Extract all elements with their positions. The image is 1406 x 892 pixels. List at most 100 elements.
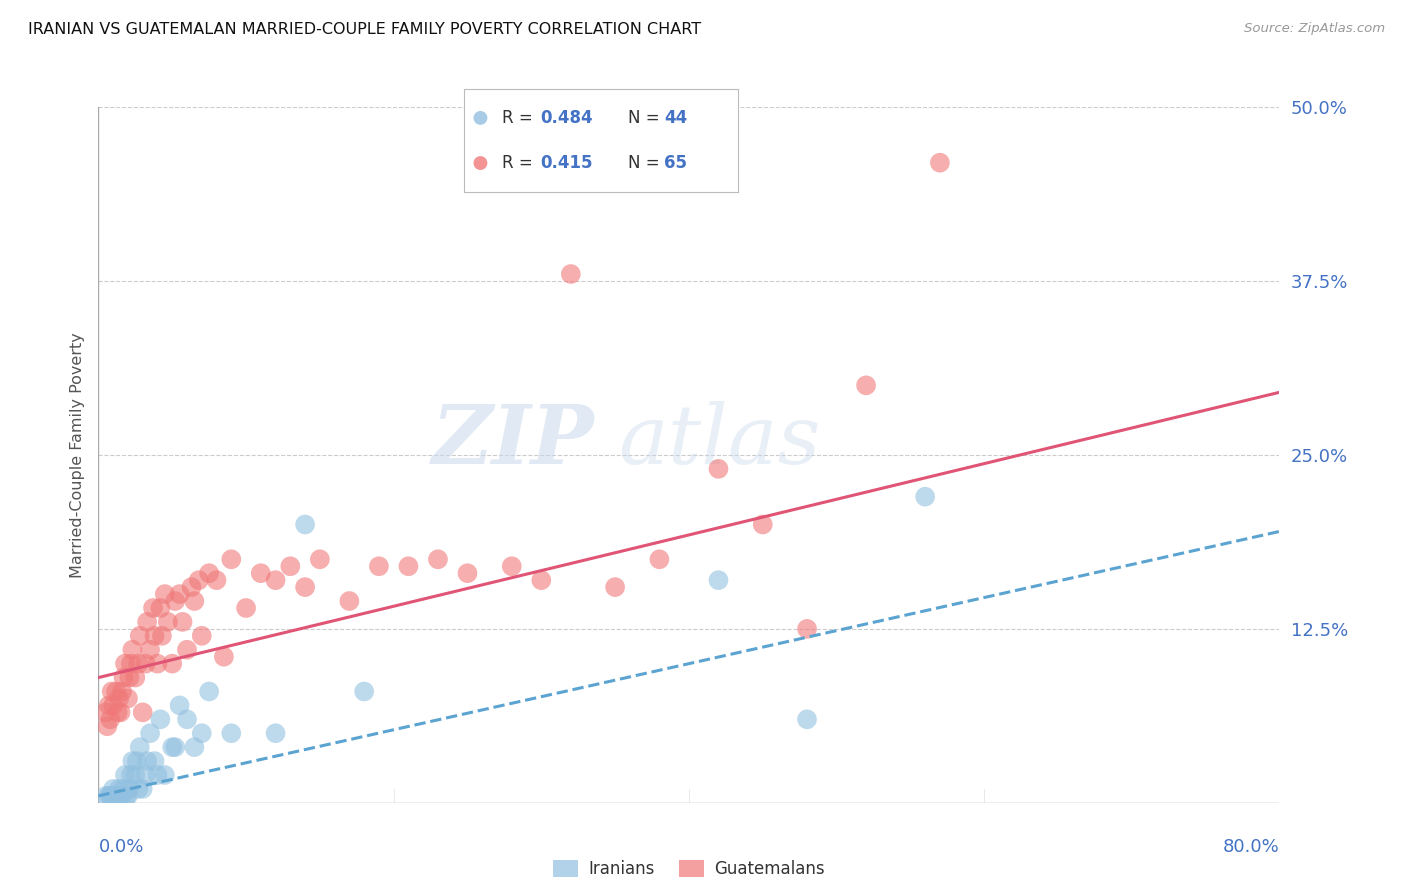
Point	[180, 580, 202, 594]
Point	[470, 111, 492, 125]
Point	[112, 781, 135, 796]
Point	[928, 155, 950, 169]
Point	[198, 684, 221, 698]
Point	[605, 580, 627, 594]
Point	[100, 684, 122, 698]
Point	[456, 566, 478, 581]
Legend: Iranians, Guatemalans: Iranians, Guatemalans	[547, 854, 831, 885]
Point	[94, 706, 117, 720]
Point	[470, 156, 492, 170]
Point	[118, 671, 141, 685]
Point	[103, 781, 125, 796]
Point	[219, 552, 242, 566]
Point	[127, 781, 149, 796]
Point	[648, 552, 671, 566]
Y-axis label: Married-Couple Family Poverty: Married-Couple Family Poverty	[69, 332, 84, 578]
Point	[796, 712, 818, 726]
Point	[156, 615, 179, 629]
Point	[132, 781, 155, 796]
Point	[114, 657, 136, 671]
Text: ZIP: ZIP	[432, 401, 595, 481]
Point	[278, 559, 302, 574]
Point	[150, 629, 173, 643]
Point	[914, 490, 936, 504]
Point	[751, 517, 773, 532]
Point	[108, 781, 131, 796]
Point	[294, 580, 316, 594]
Point	[219, 726, 242, 740]
Point	[139, 642, 162, 657]
Point	[117, 691, 139, 706]
Text: R =: R =	[502, 154, 538, 172]
Point	[135, 657, 157, 671]
Text: R =: R =	[502, 109, 538, 127]
Text: N =: N =	[628, 109, 665, 127]
Point	[183, 594, 205, 608]
Text: 65: 65	[664, 154, 688, 172]
Point	[264, 726, 287, 740]
Point	[162, 657, 183, 671]
Point	[530, 573, 553, 587]
Point	[120, 768, 142, 782]
Point	[115, 789, 138, 803]
Point	[143, 754, 166, 768]
Point	[103, 698, 125, 713]
Point	[118, 781, 141, 796]
Point	[132, 706, 155, 720]
Point	[149, 712, 172, 726]
Point	[127, 657, 149, 671]
Text: IRANIAN VS GUATEMALAN MARRIED-COUPLE FAMILY POVERTY CORRELATION CHART: IRANIAN VS GUATEMALAN MARRIED-COUPLE FAM…	[28, 22, 702, 37]
Point	[96, 719, 118, 733]
Point	[165, 594, 187, 608]
Point	[124, 768, 146, 782]
Text: N =: N =	[628, 154, 665, 172]
Point	[264, 573, 287, 587]
Point	[100, 789, 122, 803]
Point	[98, 789, 121, 803]
Point	[149, 601, 172, 615]
Text: 80.0%: 80.0%	[1223, 838, 1279, 856]
Point	[94, 789, 117, 803]
Point	[707, 573, 730, 587]
Point	[212, 649, 235, 664]
Point	[337, 594, 360, 608]
Point	[117, 789, 139, 803]
Point	[176, 712, 198, 726]
Point	[143, 629, 166, 643]
Text: 44: 44	[664, 109, 688, 127]
Point	[121, 754, 143, 768]
Point	[136, 615, 159, 629]
Point	[97, 789, 120, 803]
Point	[169, 698, 191, 713]
Text: 0.415: 0.415	[541, 154, 593, 172]
Point	[153, 768, 176, 782]
Point	[98, 712, 121, 726]
Point	[855, 378, 877, 392]
Point	[146, 657, 169, 671]
Point	[191, 726, 214, 740]
Point	[125, 754, 148, 768]
Point	[368, 559, 391, 574]
Point	[294, 517, 316, 532]
Point	[169, 587, 191, 601]
Point	[108, 691, 131, 706]
Point	[153, 587, 176, 601]
Point	[105, 789, 128, 803]
Point	[120, 657, 142, 671]
Point	[135, 768, 157, 782]
Point	[111, 789, 134, 803]
Point	[105, 684, 128, 698]
Point	[187, 573, 209, 587]
Point	[142, 601, 165, 615]
Point	[796, 622, 818, 636]
Point	[427, 552, 450, 566]
Point	[139, 726, 162, 740]
Point	[162, 740, 183, 755]
Point	[110, 789, 132, 803]
Point	[176, 642, 198, 657]
Point	[501, 559, 523, 574]
Point	[124, 671, 146, 685]
Point	[136, 754, 159, 768]
Point	[128, 629, 150, 643]
Point	[146, 768, 169, 782]
